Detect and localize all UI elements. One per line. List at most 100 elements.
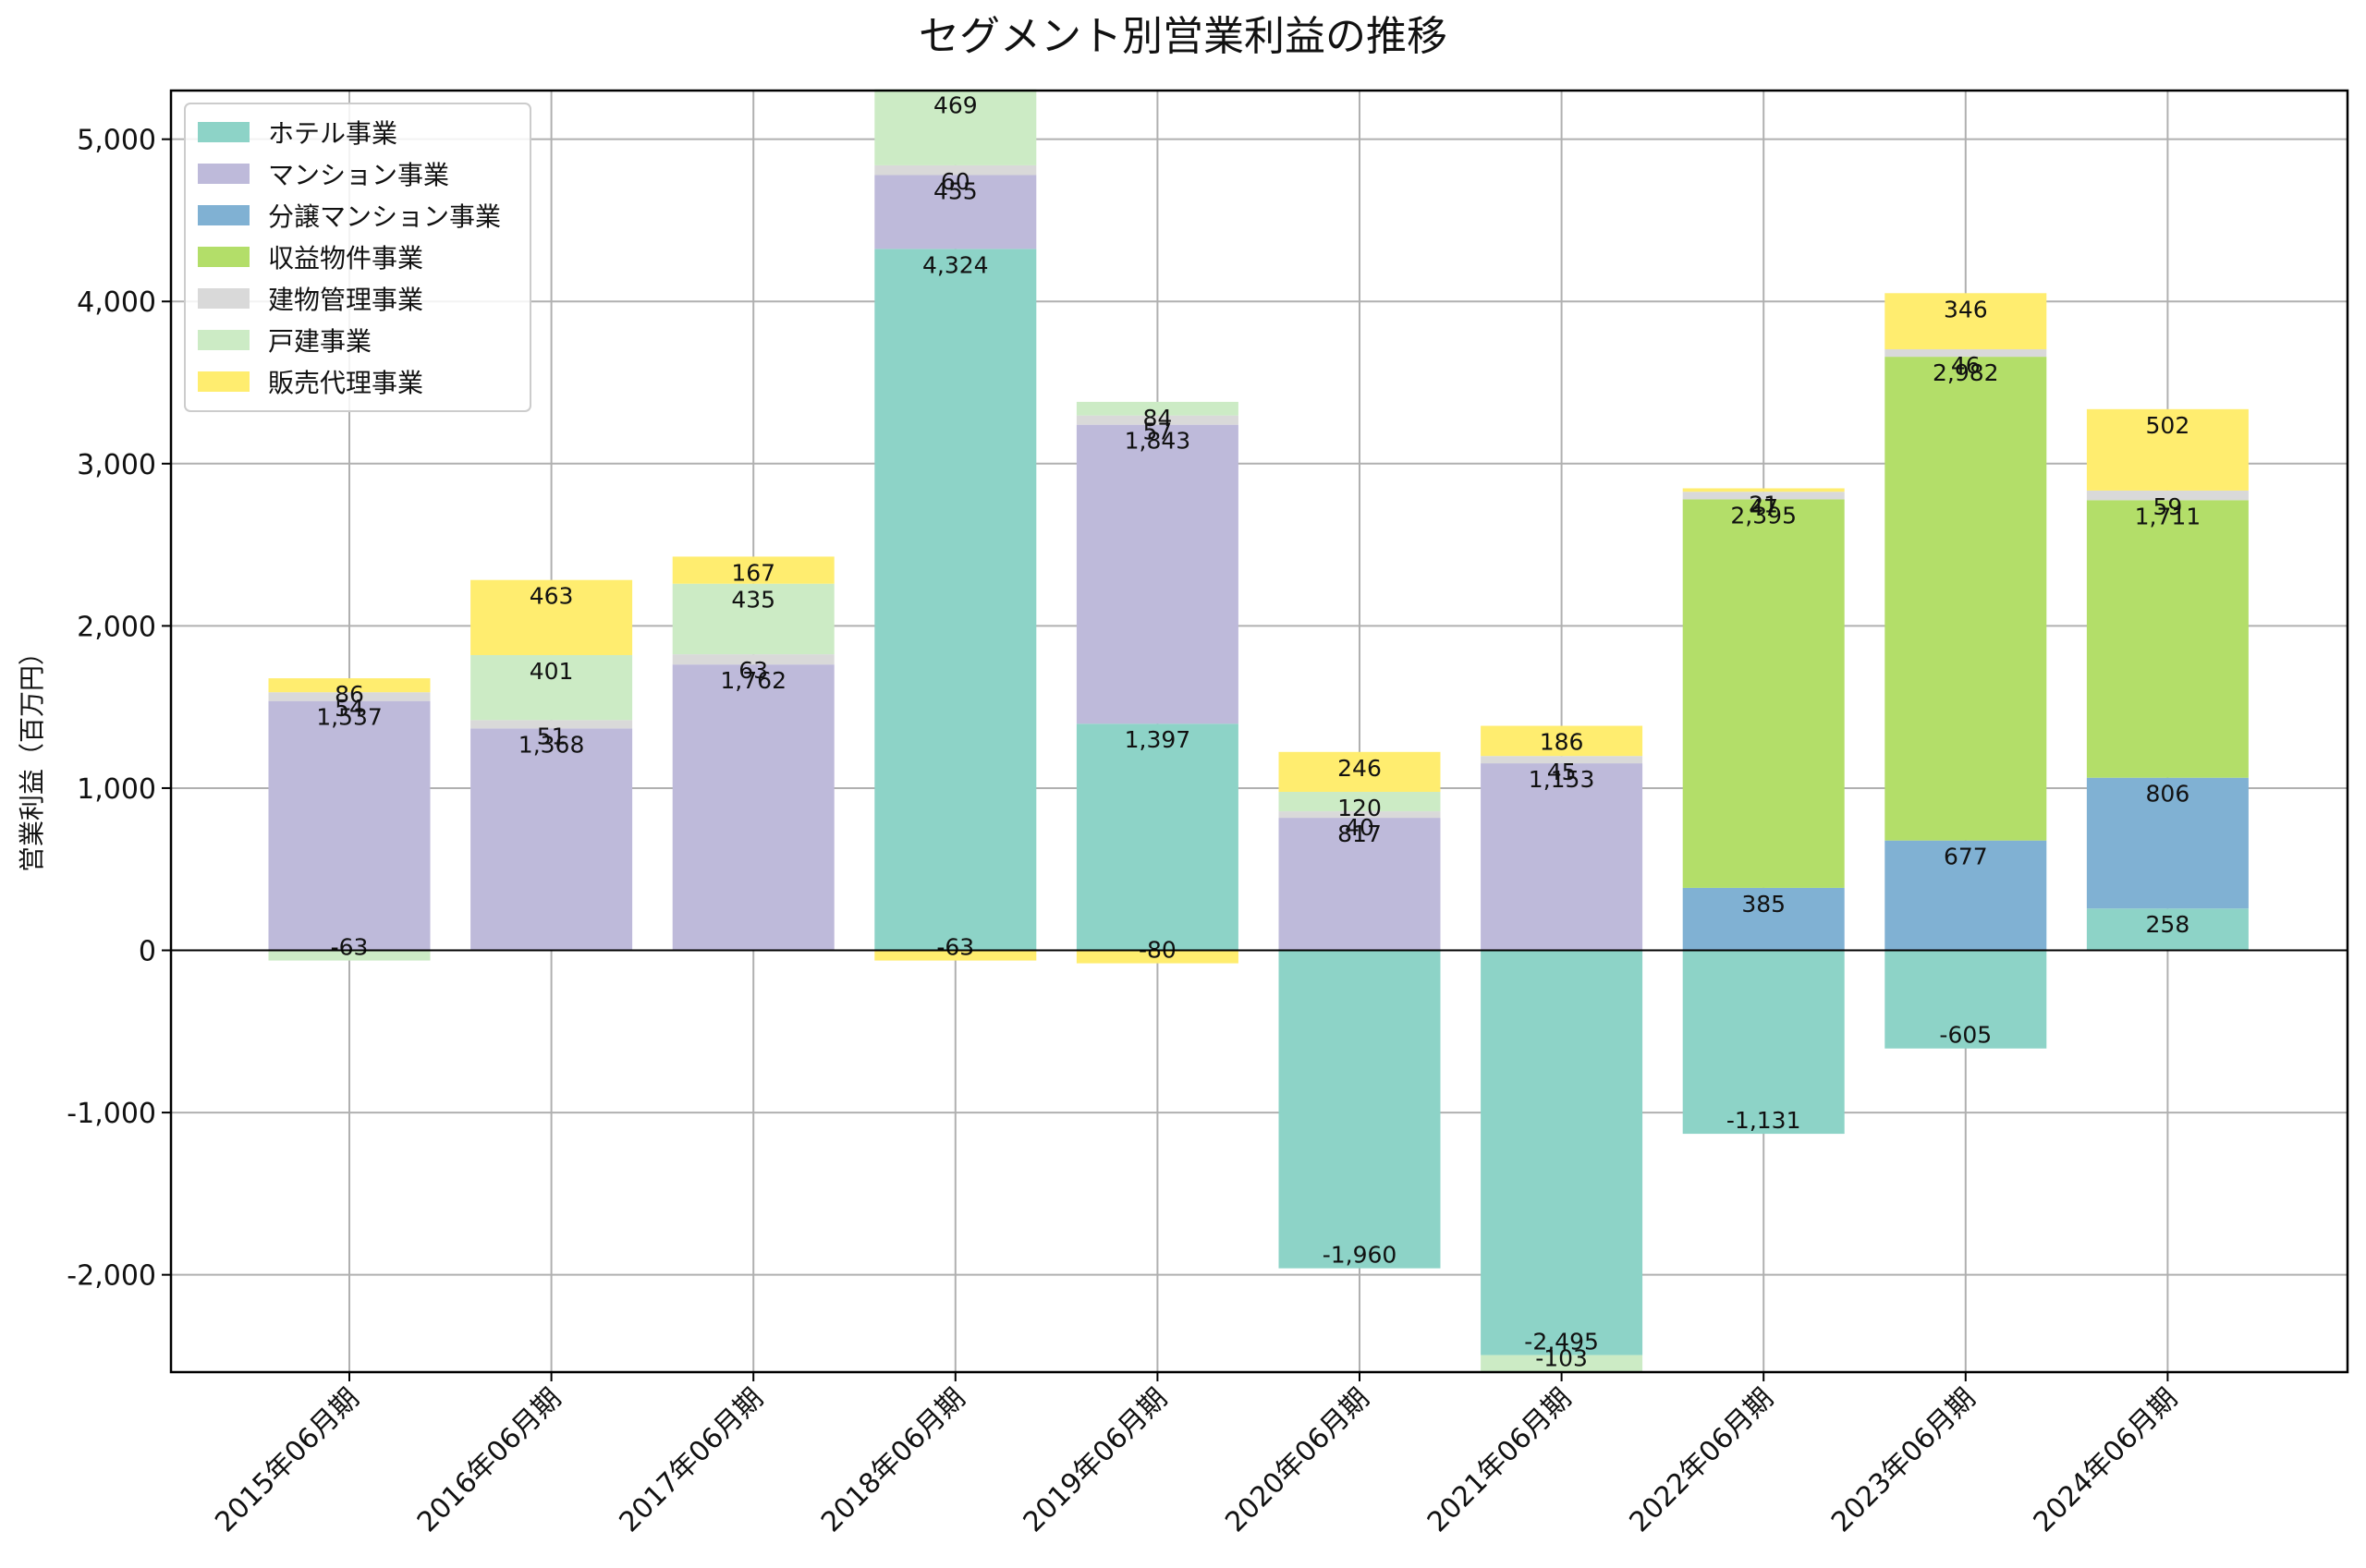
bar-segment <box>1278 751 1441 792</box>
bar-segment <box>874 89 1037 165</box>
bar-segment <box>672 664 835 951</box>
data-label: 817 <box>1337 820 1382 847</box>
bar-segment <box>268 692 431 701</box>
data-label: 677 <box>1944 844 1988 870</box>
legend-label: 建物管理事業 <box>268 285 423 315</box>
data-label: 463 <box>530 583 574 610</box>
data-label: 346 <box>1944 296 1988 322</box>
data-label: 4,324 <box>922 251 989 278</box>
bar-segment <box>1682 492 1845 500</box>
data-label: 385 <box>1741 891 1786 918</box>
legend-swatch <box>198 288 250 309</box>
bar-segment <box>874 164 1037 176</box>
data-label: 258 <box>2146 911 2190 938</box>
bar-segment <box>1884 950 2047 1049</box>
bars-layer <box>268 89 2249 1372</box>
data-label: 60 <box>941 168 970 195</box>
legend-label: 分譲マンション事業 <box>268 201 501 232</box>
data-label: 401 <box>530 658 574 685</box>
data-label: -605 <box>1939 1022 1992 1049</box>
data-label: 40 <box>1345 814 1374 841</box>
x-tick-label: 2024年06月期 <box>2028 1382 2184 1538</box>
data-label: 46 <box>1951 352 1981 379</box>
legend-swatch <box>198 330 250 350</box>
bar-segment <box>1682 887 1845 951</box>
bar-segment <box>1076 424 1238 724</box>
legend-label: 販売代理事業 <box>268 368 423 398</box>
bar-segment <box>1076 950 1238 964</box>
bar-segment <box>1481 1355 1643 1372</box>
y-tick-label: 1,000 <box>77 773 156 806</box>
bar-segment <box>1076 723 1238 951</box>
bar-segment <box>268 700 431 951</box>
bar-segment <box>672 654 835 665</box>
x-tick-label: 2021年06月期 <box>1421 1382 1578 1538</box>
bar-segment <box>2086 777 2249 909</box>
data-label: -1,960 <box>1323 1242 1397 1269</box>
data-label: 57 <box>1142 419 1172 445</box>
data-label: 86 <box>335 681 364 708</box>
y-tick-label: -2,000 <box>67 1260 156 1293</box>
data-label: 1,762 <box>720 667 787 694</box>
x-tick-label: 2018年06月期 <box>815 1382 971 1538</box>
bar-segment <box>1481 756 1643 764</box>
data-label: 2,982 <box>1933 359 1999 386</box>
y-tick-label: 3,000 <box>77 449 156 481</box>
data-label: 1,368 <box>518 731 585 758</box>
bar-segment <box>268 950 431 961</box>
legend-box <box>184 103 531 412</box>
data-label: 21 <box>1749 491 1778 517</box>
data-label: -63 <box>936 934 974 961</box>
data-label: -63 <box>331 934 369 961</box>
bar-segment <box>1076 401 1238 416</box>
bar-segment <box>874 175 1037 249</box>
plot-frame <box>169 89 2349 1374</box>
bar-segment <box>874 950 1037 961</box>
bar-segment <box>1884 357 2047 841</box>
bar-segment <box>2086 908 2249 951</box>
bar-segment <box>672 556 835 584</box>
x-tick-label: 2019年06月期 <box>1018 1382 1174 1538</box>
y-tick-label: 5,000 <box>77 125 156 157</box>
data-label: 469 <box>933 92 978 119</box>
data-label: 1,711 <box>2135 503 2201 529</box>
data-label: 51 <box>537 723 567 749</box>
bar-segment <box>1481 950 1643 1355</box>
bar-segment <box>470 720 633 729</box>
y-tick-label: 2,000 <box>77 611 156 643</box>
data-label: 186 <box>1540 729 1584 756</box>
data-label: -103 <box>1535 1345 1588 1372</box>
data-label: 63 <box>738 657 768 684</box>
bar-segment <box>2086 408 2249 491</box>
data-label: 45 <box>1547 759 1577 785</box>
x-tick-label: 2016年06月期 <box>411 1382 567 1538</box>
x-tick-label: 2017年06月期 <box>613 1382 769 1538</box>
bar-segment <box>1884 349 2047 358</box>
legend-label: 収益物件事業 <box>268 243 423 273</box>
legend-swatch <box>198 164 250 184</box>
x-tick-label: 2015年06月期 <box>209 1382 365 1538</box>
data-label: 59 <box>2153 493 2182 520</box>
bar-segment <box>2086 500 2249 778</box>
x-tick-label: 2020年06月期 <box>1219 1382 1375 1538</box>
data-label: 167 <box>731 559 775 586</box>
data-label: 435 <box>731 587 775 614</box>
bar-segment <box>1278 811 1441 819</box>
chart-title: セグメント別営業利益の推移 <box>919 13 1447 60</box>
legend-swatch <box>198 371 250 392</box>
data-label: 1,153 <box>1529 766 1595 793</box>
data-label: 120 <box>1337 795 1382 821</box>
legend-swatch <box>198 247 250 267</box>
legend-label: マンション事業 <box>268 160 449 190</box>
bar-segment <box>1278 950 1441 1269</box>
y-axis-label: 営業利益（百万円） <box>17 639 47 872</box>
data-label: 246 <box>1337 755 1382 782</box>
bar-segment <box>1682 488 1845 492</box>
data-label: 1,843 <box>1125 428 1191 455</box>
legend-label: ホテル事業 <box>268 118 397 149</box>
data-label: 455 <box>933 177 978 204</box>
data-label: 47 <box>1749 494 1778 521</box>
bar-segment <box>874 249 1037 951</box>
bar-segment <box>1682 950 1845 1135</box>
